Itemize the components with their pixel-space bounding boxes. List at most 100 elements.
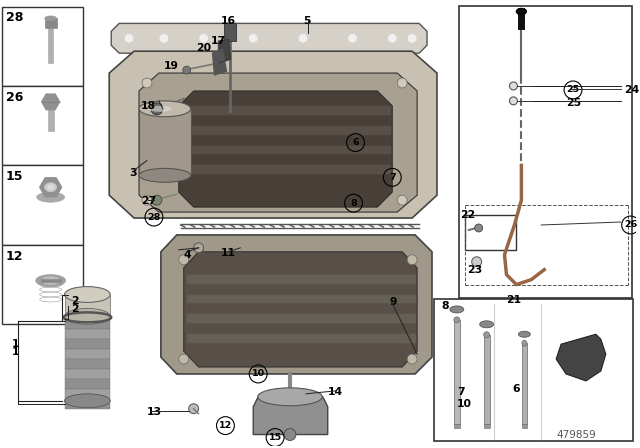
Bar	[484, 424, 490, 427]
Text: 25: 25	[566, 86, 580, 95]
Bar	[47, 106, 54, 131]
Text: 15: 15	[6, 170, 24, 183]
Circle shape	[397, 195, 407, 205]
Circle shape	[299, 34, 307, 42]
Text: 25: 25	[566, 98, 581, 108]
Text: 10: 10	[252, 370, 265, 379]
Circle shape	[152, 195, 162, 205]
Bar	[187, 275, 415, 283]
Text: 13: 13	[147, 407, 162, 417]
Bar	[2, 165, 83, 245]
Text: 28: 28	[6, 12, 23, 25]
Ellipse shape	[516, 9, 526, 14]
Bar	[45, 18, 56, 28]
Text: 7: 7	[389, 173, 396, 182]
Text: 15: 15	[269, 433, 282, 442]
Ellipse shape	[518, 331, 531, 337]
Text: 20: 20	[196, 43, 211, 53]
Circle shape	[349, 34, 356, 42]
Circle shape	[151, 103, 163, 115]
Bar	[65, 294, 110, 316]
Bar	[522, 424, 527, 427]
Bar	[65, 319, 110, 329]
Polygon shape	[253, 397, 328, 435]
Polygon shape	[111, 23, 427, 53]
Circle shape	[388, 34, 396, 42]
Bar	[187, 294, 415, 302]
Text: 26: 26	[624, 220, 637, 229]
Bar	[48, 28, 53, 63]
Bar	[2, 86, 83, 165]
Bar	[182, 106, 390, 114]
Bar	[465, 215, 516, 250]
Bar	[182, 165, 390, 173]
Text: 26: 26	[6, 91, 23, 104]
Text: 2: 2	[72, 305, 79, 314]
Text: 16: 16	[220, 17, 236, 26]
Circle shape	[509, 82, 517, 90]
Text: 17: 17	[211, 36, 226, 46]
Text: 12: 12	[6, 250, 24, 263]
Bar	[65, 369, 110, 379]
Circle shape	[189, 404, 198, 414]
Text: 12: 12	[219, 421, 232, 430]
Bar	[434, 299, 632, 441]
Ellipse shape	[148, 106, 172, 112]
Bar	[2, 245, 83, 324]
Bar	[459, 5, 632, 298]
Text: 1: 1	[12, 339, 19, 349]
Bar	[484, 335, 490, 424]
Text: 24: 24	[623, 85, 639, 95]
Text: 14: 14	[328, 387, 343, 397]
Text: 18: 18	[141, 101, 156, 111]
Text: 6: 6	[352, 138, 359, 147]
Bar	[65, 399, 110, 409]
Text: 28: 28	[147, 212, 161, 222]
Ellipse shape	[479, 321, 493, 328]
Circle shape	[249, 34, 257, 42]
Circle shape	[183, 66, 191, 74]
Circle shape	[179, 255, 189, 265]
Bar	[2, 7, 83, 86]
Circle shape	[397, 78, 407, 88]
Text: 23: 23	[467, 265, 482, 275]
Bar	[139, 109, 191, 175]
Bar	[65, 349, 110, 359]
Ellipse shape	[139, 168, 191, 182]
Circle shape	[142, 78, 152, 88]
Ellipse shape	[450, 306, 464, 313]
Polygon shape	[139, 73, 417, 212]
Text: 6: 6	[513, 384, 520, 394]
Ellipse shape	[45, 183, 56, 192]
Bar	[65, 389, 110, 399]
Polygon shape	[109, 51, 437, 218]
Ellipse shape	[65, 308, 110, 324]
Ellipse shape	[65, 287, 110, 302]
Bar	[65, 359, 110, 369]
Ellipse shape	[36, 192, 65, 202]
Text: 10: 10	[457, 399, 472, 409]
Text: 5: 5	[303, 17, 310, 26]
Circle shape	[179, 354, 189, 364]
Circle shape	[200, 34, 207, 42]
Text: 8: 8	[441, 302, 449, 311]
Polygon shape	[179, 91, 392, 207]
Bar	[454, 424, 460, 427]
Ellipse shape	[454, 317, 460, 323]
Polygon shape	[184, 252, 417, 367]
Text: 27: 27	[141, 196, 156, 206]
Ellipse shape	[45, 16, 56, 21]
Bar	[454, 320, 460, 424]
Ellipse shape	[47, 185, 54, 190]
Bar	[182, 146, 390, 154]
Circle shape	[407, 354, 417, 364]
Text: 9: 9	[389, 297, 397, 307]
Circle shape	[509, 97, 517, 105]
Circle shape	[194, 243, 204, 253]
Ellipse shape	[139, 101, 191, 117]
Text: 21: 21	[506, 294, 522, 305]
Text: 479859: 479859	[556, 431, 596, 440]
Ellipse shape	[484, 332, 490, 338]
Text: 3: 3	[129, 168, 137, 178]
Circle shape	[472, 257, 482, 267]
